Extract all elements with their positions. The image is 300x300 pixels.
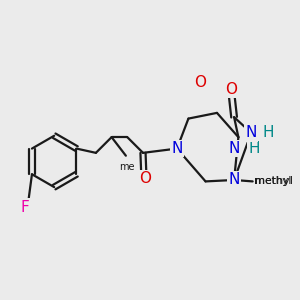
Text: H: H <box>248 141 260 156</box>
Text: N: N <box>228 172 240 188</box>
Text: H: H <box>262 125 274 140</box>
Text: O: O <box>225 82 237 97</box>
Text: methyl: methyl <box>254 176 293 186</box>
Text: F: F <box>18 202 26 217</box>
Text: N: N <box>245 125 257 140</box>
Text: O: O <box>194 75 206 90</box>
Text: methyl: methyl <box>255 176 291 186</box>
Text: N: N <box>228 141 240 156</box>
Text: F: F <box>21 200 29 214</box>
Text: O: O <box>139 171 151 186</box>
Text: N: N <box>171 141 183 156</box>
Text: N: N <box>228 172 240 188</box>
Text: N: N <box>171 141 183 156</box>
Text: me: me <box>119 162 135 172</box>
